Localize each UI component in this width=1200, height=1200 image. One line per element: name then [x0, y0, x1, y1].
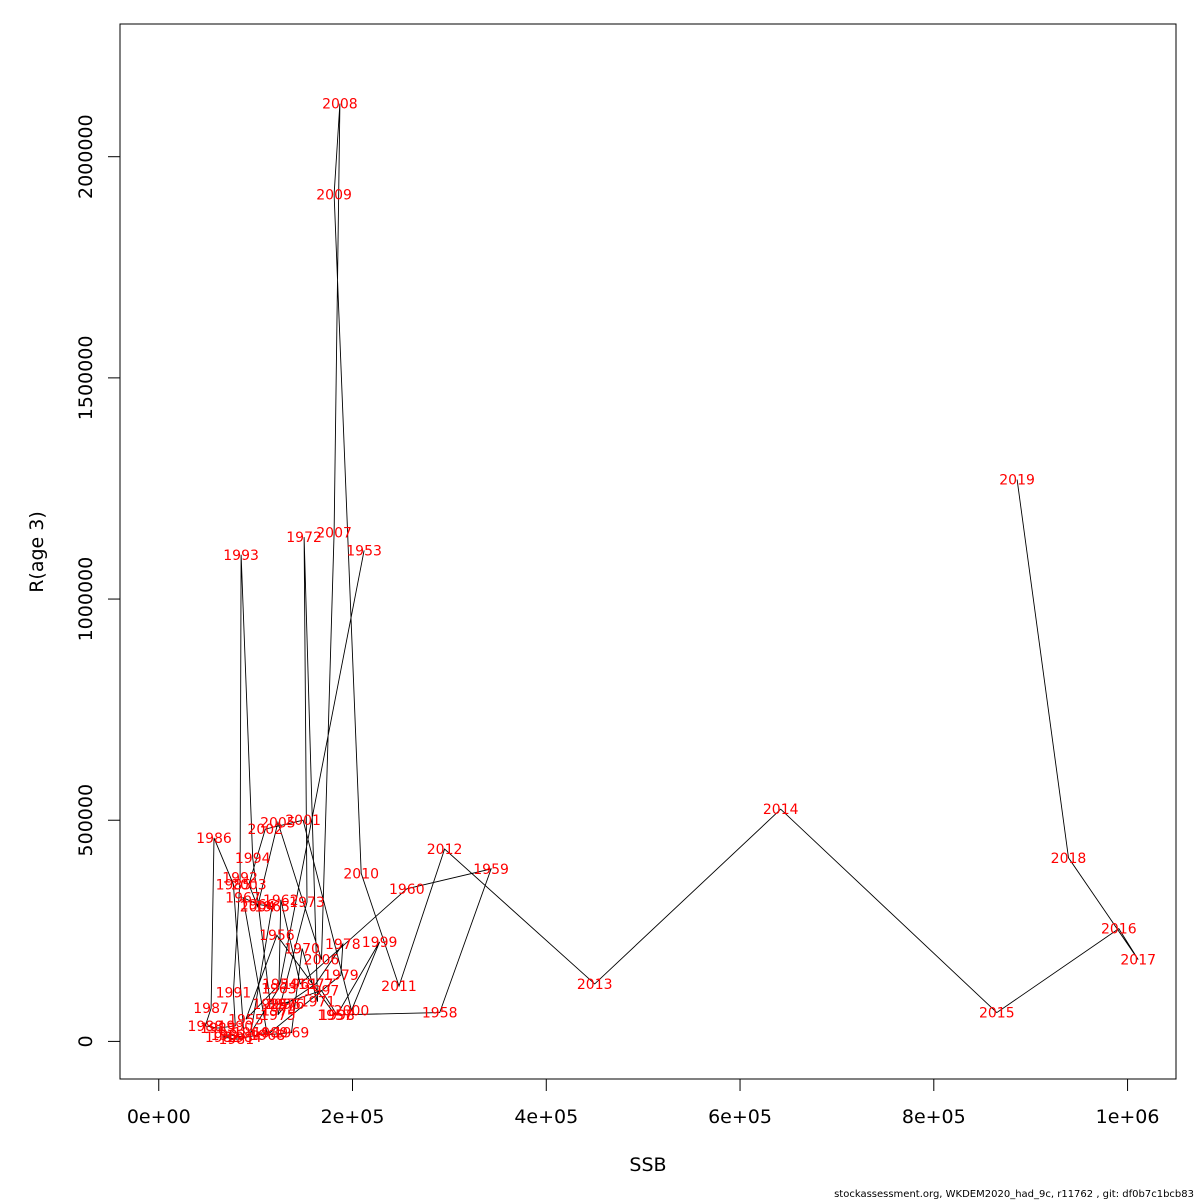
point-label: 1955 [228, 1012, 264, 1028]
x-axis-label: SSB [629, 1154, 666, 1176]
x-tick-label: 4e+05 [514, 1106, 578, 1128]
point-label: 1970 [284, 942, 320, 958]
point-label: 2019 [999, 473, 1035, 489]
point-label: 1981 [218, 1032, 254, 1048]
point-label: 2005 [260, 815, 296, 831]
point-label: 1954 [262, 977, 298, 993]
point-label: 1975 [260, 1008, 296, 1024]
point-label: 1983 [211, 1028, 247, 1044]
point-label: 1997 [304, 984, 340, 1000]
point-label: 1986 [196, 831, 232, 847]
point-label: 1985 [216, 877, 252, 893]
point-label: 1989 [200, 1021, 236, 1037]
x-tick-label: 2e+05 [321, 1106, 385, 1128]
point-label: 2018 [1051, 851, 1087, 867]
point-label: 2008 [322, 97, 358, 113]
point-label: 2007 [316, 526, 352, 542]
point-label: 1960 [389, 882, 425, 898]
point-label: 2002 [247, 822, 283, 838]
point-label: 2006 [304, 953, 340, 969]
point-label: 2003 [231, 877, 267, 893]
point-label: 1953 [346, 543, 382, 559]
point-label: 2013 [577, 977, 613, 993]
y-tick-label: 1500000 [75, 336, 97, 421]
point-label: 1987 [193, 1001, 229, 1017]
point-label: 1988 [187, 1019, 223, 1035]
point-label: 2011 [381, 979, 417, 995]
point-label: 1980 [252, 1026, 288, 1042]
point-label: 1958 [422, 1006, 458, 1022]
point-label: 1959 [473, 862, 509, 878]
point-label: 1990 [217, 1019, 253, 1035]
point-label: 2015 [979, 1006, 1015, 1022]
point-label: 1968 [249, 1028, 285, 1044]
point-label: 1969 [274, 1026, 310, 1042]
x-tick-label: 0e+00 [127, 1106, 191, 1128]
point-label: 1978 [325, 937, 361, 953]
point-label: 1972 [286, 530, 322, 546]
point-label: 1964 [233, 1026, 269, 1042]
y-axis-label: R(age 3) [26, 511, 48, 593]
point-label: 2014 [763, 802, 799, 818]
x-tick-label: 1e+06 [1096, 1106, 1160, 1128]
point-label: 1993 [223, 548, 259, 564]
point-label: 1962 [263, 893, 299, 909]
point-label: 1979 [323, 968, 359, 984]
x-axis: 0e+00 2e+05 4e+05 6e+05 8e+05 1e+06 [127, 1078, 1160, 1128]
point-label: 1961 [282, 977, 318, 993]
y-axis: 0 500000 1000000 1500000 2000000 [75, 114, 121, 1047]
y-tick-label: 500000 [75, 784, 97, 857]
y-tick-label: 2000000 [75, 114, 97, 199]
plot-frame [119, 23, 1177, 1080]
x-tick-label: 6e+05 [708, 1106, 772, 1128]
point-label: 1976 [269, 997, 305, 1013]
point-label: 1992 [222, 871, 258, 887]
point-label: 1996 [265, 997, 301, 1013]
point-label: 1995 [252, 997, 288, 1013]
point-label: 1984 [226, 1030, 262, 1046]
point-label: 1957 [317, 1008, 353, 1024]
y-tick-label: 0 [75, 1035, 97, 1047]
point-label: 1977 [298, 977, 334, 993]
point-label: 1973 [289, 895, 325, 911]
point-label: 1974 [261, 1003, 297, 1019]
y-tick-label: 1000000 [75, 557, 97, 642]
point-label: 2000 [334, 1003, 370, 1019]
point-label: 1966 [240, 897, 276, 913]
point-label: 1994 [235, 851, 271, 867]
point-label: 1991 [216, 986, 252, 1002]
point-label: 2017 [1120, 953, 1156, 969]
point-label: 1956 [259, 928, 295, 944]
point-labels: 1953 1954 1955 1956 1957 1958 1959 1960 1961 1962… [187, 97, 1156, 1049]
point-label: 2012 [427, 842, 463, 858]
series-line [204, 103, 1139, 1040]
point-label: 2010 [343, 866, 379, 882]
point-label: 1963 [261, 981, 297, 997]
point-label: 1999 [362, 935, 398, 951]
point-label: 1998 [319, 1008, 355, 1024]
footer-note: stockassessment.org, WKDEM2020_had_9c, r… [834, 1189, 1194, 1200]
point-label: 1971 [300, 995, 336, 1011]
point-label: 1982 [205, 1030, 241, 1046]
point-label: 2001 [285, 813, 321, 829]
point-label: 2009 [316, 187, 352, 203]
point-label: 2004 [240, 900, 276, 916]
point-label: 2016 [1101, 922, 1137, 938]
point-label: 1967 [225, 891, 261, 907]
x-tick-label: 8e+05 [902, 1106, 966, 1128]
point-label: 1965 [254, 900, 290, 916]
